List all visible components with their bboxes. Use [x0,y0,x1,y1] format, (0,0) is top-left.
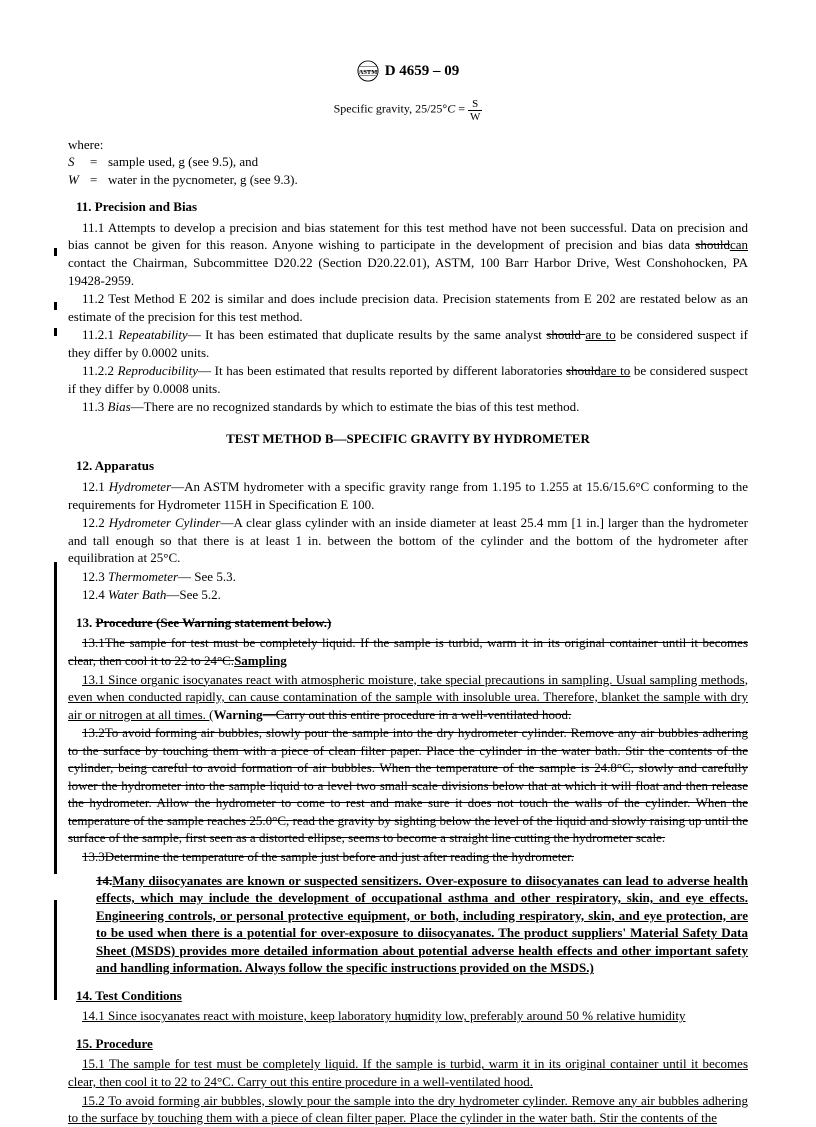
para-15.1: 15.1 The sample for test must be complet… [68,1055,748,1090]
para-12.4: 12.4 Water Bath—See 5.2. [68,586,748,604]
svg-text:ASTM: ASTM [358,69,377,76]
document-header: ASTM D 4659 – 09 [68,60,748,87]
warning-block: 14.Many diisocyanates are known or suspe… [68,872,748,977]
formula: Specific gravity, 25/25°C = SW [68,97,748,122]
section-11-title: 11. Precision and Bias [76,198,748,216]
section-13-title: 13. Procedure (See Warning statement bel… [76,614,748,632]
section-12-title: 12. Apparatus [76,457,748,475]
where-label: where: [68,136,748,154]
para-13.1: 13.1 Since organic isocyanates react wit… [68,671,748,724]
para-12.3: 12.3 Thermometer— See 5.3. [68,568,748,586]
warning-body: Many diisocyanates are known or suspecte… [96,873,748,976]
section-14-title: 14. Test Conditions [76,987,748,1005]
change-bar [54,302,57,310]
para-12.2: 12.2 Hydrometer Cylinder—A clear glass c… [68,514,748,567]
astm-logo-icon: ASTM [357,60,379,82]
para-12.1: 12.1 Hydrometer—An ASTM hydrometer with … [68,478,748,513]
para-11.1: 11.1 Attempts to develop a precision and… [68,219,748,289]
para-11.2.2: 11.2.2 Reproducibility— It has been esti… [68,362,748,397]
para-13.3-old: 13.3Determine the temperature of the sam… [68,848,748,866]
section-15-title: 15. Procedure [76,1035,748,1053]
change-bar [54,900,57,1000]
para-11.2.1: 11.2.1 Repeatability— It has been estima… [68,326,748,361]
para-13.2-old: 13.2To avoid forming air bubbles, slowly… [68,724,748,847]
change-bar [54,562,57,874]
para-15.2: 15.2 To avoid forming air bubbles, slowl… [68,1092,748,1127]
where-block: where: S=sample used, g (see 9.5), and W… [68,136,748,189]
para-11.3: 11.3 Bias—There are no recognized standa… [68,398,748,416]
para-13.1-old: 13.1The sample for test must be complete… [68,634,748,669]
designation: D 4659 – 09 [385,61,460,81]
change-bar [54,248,57,256]
para-11.2: 11.2 Test Method E 202 is similar and do… [68,290,748,325]
change-bar [54,328,57,336]
page-number: 3 [0,1010,816,1026]
method-b-title: TEST METHOD B—SPECIFIC GRAVITY BY HYDROM… [68,430,748,448]
